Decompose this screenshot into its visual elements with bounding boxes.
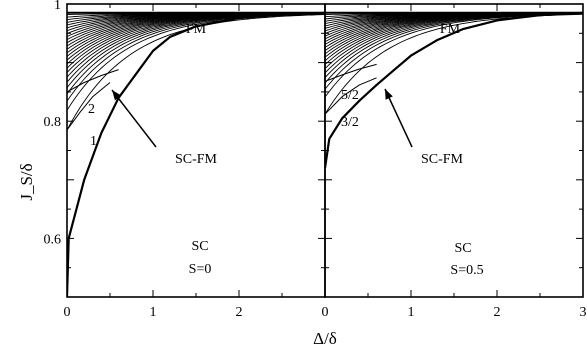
curve-label-3-2: 3/2 [341, 115, 359, 130]
right-scfm-label: SC-FM [421, 152, 464, 167]
left-series-SC-FM [67, 11, 325, 297]
right-scfm-arrow [384, 88, 413, 148]
left-y-tick-label: 1 [54, 0, 61, 13]
right-scfm-arrow-head [385, 89, 393, 100]
left-x-tick-label: 2 [236, 305, 243, 320]
right-x-tick-label: 0 [322, 305, 329, 320]
left-y-tick-label: 0.8 [44, 115, 62, 130]
left-scfm-label: SC-FM [175, 152, 218, 167]
right-x-tick-label: 3 [580, 305, 587, 320]
left-sc-label: SC [191, 239, 208, 254]
right-fm-label: FM [440, 22, 461, 37]
right-curves [325, 11, 583, 169]
y-axis-label: J_S/δ [17, 163, 36, 200]
left-series-1 [67, 82, 111, 131]
right-sc-label: SC [454, 241, 471, 256]
annotation-arrows [111, 88, 413, 148]
left-x-tick-label: 1 [150, 305, 157, 320]
curve-label-5-2: 5/2 [341, 88, 359, 103]
y-axis-label-text: J_S/δ [17, 163, 36, 200]
right-ticks [324, 3, 584, 298]
left-scfm-arrow [111, 89, 157, 148]
left-scfm-arrow-head [112, 90, 122, 101]
right-series-5-2 [325, 63, 377, 82]
panel-right: 0 1 2 3 [322, 3, 587, 320]
right-s-label: S=0.5 [450, 263, 483, 278]
left-fm-label: FM [186, 22, 207, 37]
left-series-2 [67, 69, 119, 93]
right-series-SC-FM [325, 11, 583, 169]
left-y-tick-label: 0.6 [44, 232, 62, 247]
left-x-tick-label: 0 [64, 305, 71, 320]
x-axis-label: Δ/δ [313, 329, 337, 348]
left-s-label: S=0 [189, 262, 212, 277]
panel-left: 0 1 2 0.6 0.8 1 [44, 0, 326, 320]
right-series-3-2 [325, 77, 377, 115]
right-x-tick-label: 1 [408, 305, 415, 320]
curve-label-2: 2 [88, 102, 95, 117]
curve-label-1: 1 [90, 134, 97, 149]
right-x-tick-label: 2 [494, 305, 501, 320]
left-curves [67, 11, 325, 297]
